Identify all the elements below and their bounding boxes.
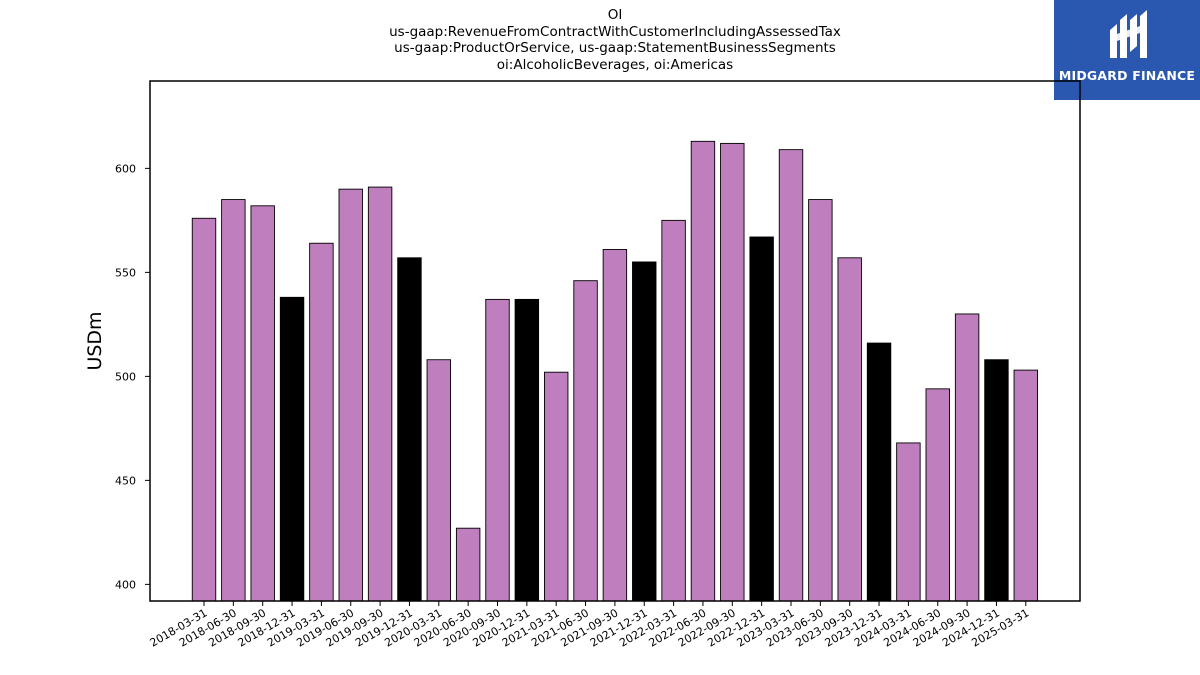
bar-2020-03-31 <box>426 359 451 602</box>
bar-2019-06-30 <box>338 188 363 602</box>
bar-2022-06-30 <box>690 140 716 602</box>
bar-2024-06-30 <box>925 388 950 602</box>
plot-frame <box>149 80 1081 602</box>
midgard-logo-icon <box>1110 10 1147 58</box>
bar-2018-06-30 <box>221 199 246 602</box>
bar-2020-06-30 <box>455 527 481 602</box>
bar-2018-12-31 <box>279 296 305 602</box>
bar-2019-12-31 <box>397 257 422 602</box>
midgard-finance-logo: MIDGARD FINANCE <box>1054 0 1200 100</box>
y-tick-label: 600 <box>115 162 136 175</box>
chart-title-line-4: oi:AlcoholicBeverages, oi:Americas <box>496 56 734 73</box>
logo-text: MIDGARD FINANCE <box>1058 68 1196 83</box>
y-ticks-group: 400 450 500 550 600 <box>115 162 150 591</box>
bar-2021-09-30 <box>602 249 628 602</box>
bar-2018-03-31 <box>191 217 217 602</box>
y-axis-label: USDm <box>84 311 106 370</box>
bar-2022-03-31 <box>661 219 686 602</box>
bar-2018-09-30 <box>250 205 275 602</box>
y-tick-label: 500 <box>115 370 136 383</box>
chart-title-line-1: OI <box>607 7 623 23</box>
x-ticks-group: 2018-03-312018-06-302018-09-302018-12-31… <box>148 601 1031 650</box>
bar-2021-06-30 <box>573 280 598 602</box>
y-tick-label: 550 <box>115 266 136 279</box>
bar-2019-09-30 <box>367 186 393 602</box>
bar-2024-09-30 <box>954 313 980 602</box>
chart-title-line-3: us-gaap:ProductOrService, us-gaap:Statem… <box>394 40 836 56</box>
y-tick-label: 450 <box>115 474 136 487</box>
bar-2024-12-31 <box>984 359 1009 602</box>
chart-title-line-2: us-gaap:RevenueFromContractWithCustomerI… <box>389 23 841 40</box>
bar-2022-09-30 <box>720 142 745 602</box>
bar-2019-03-31 <box>309 242 334 602</box>
bar-2021-12-31 <box>632 261 657 602</box>
bar-2022-12-31 <box>749 236 774 602</box>
bar-2021-03-31 <box>544 371 569 602</box>
bar-2023-06-30 <box>808 199 833 602</box>
bars-group <box>191 140 1038 602</box>
bar-2023-03-31 <box>778 149 804 602</box>
bar-2020-09-30 <box>485 298 510 602</box>
bar-2023-12-31 <box>866 342 892 602</box>
bar-2020-12-31 <box>514 298 540 602</box>
bar-2025-03-31 <box>1013 369 1038 602</box>
bar-2023-09-30 <box>837 257 862 602</box>
chart-title: OI us-gaap:RevenueFromContractWithCustom… <box>150 7 1080 73</box>
bar-2024-03-31 <box>896 442 921 602</box>
y-tick-label: 400 <box>115 578 136 591</box>
